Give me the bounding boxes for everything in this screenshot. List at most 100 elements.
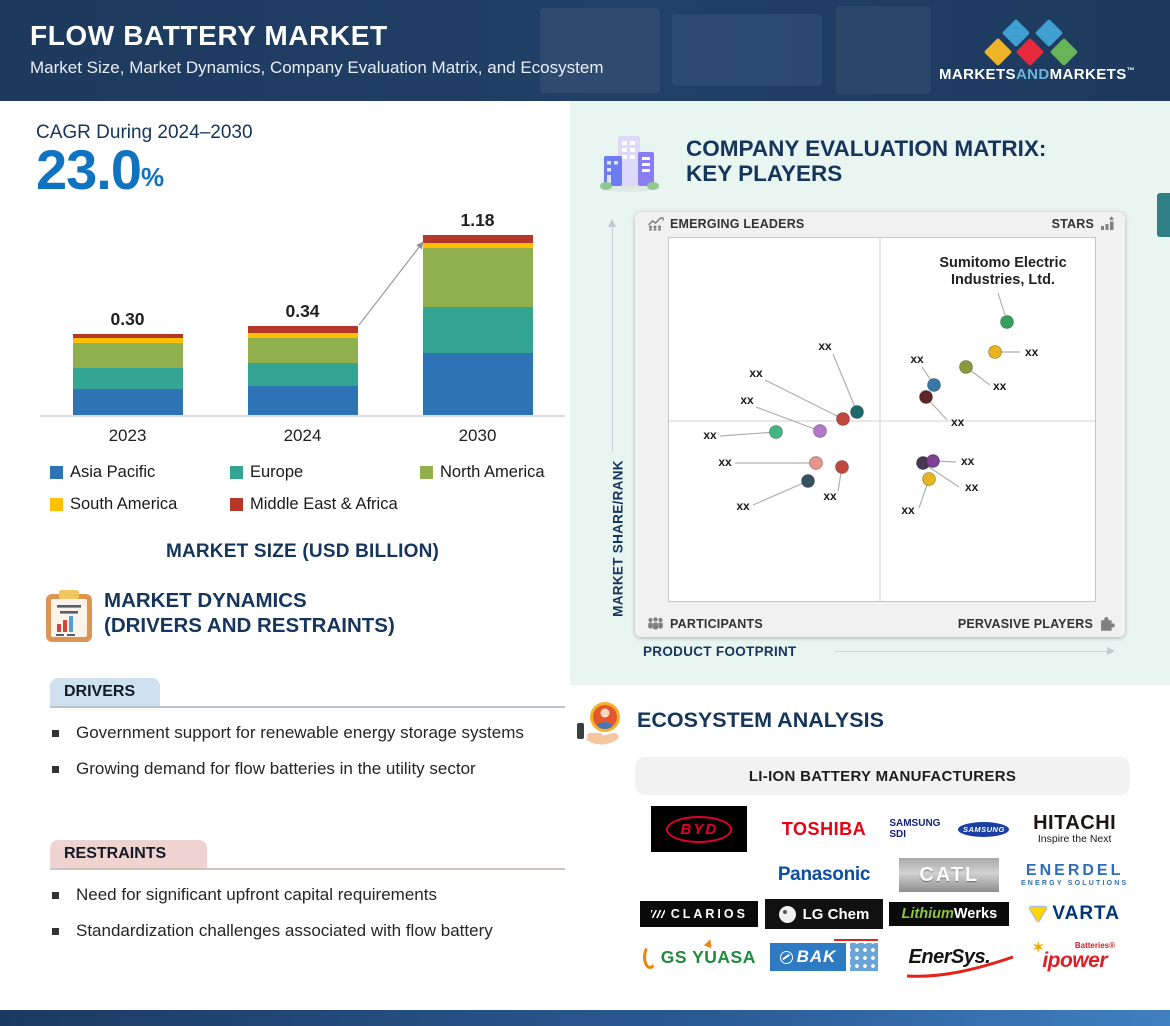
bak-dots-icon: [849, 943, 878, 971]
cagr-value-row: 23.0 %: [36, 142, 164, 198]
company-point: [988, 345, 1002, 359]
matrix-y-axis-label: MARKET SHARE/RANK: [610, 460, 626, 617]
header-decor-block: [672, 14, 822, 86]
logo-enersys: EnerSys.: [889, 934, 1014, 980]
company-point-label: xx: [961, 454, 975, 468]
logo-panasonic: Panasonic: [765, 856, 884, 894]
logo-clarios: CLARIOS: [640, 897, 759, 931]
point-leader-line: [719, 431, 777, 437]
catl-wordmark: CATL: [899, 858, 1000, 892]
legend-label: North America: [440, 463, 545, 481]
sumitomo-annotation-line2: Industries, Ltd.: [951, 272, 1055, 288]
matrix-top-quadrant-labels: EMERGING LEADERS STARS: [647, 216, 1115, 231]
header-decor-block: [836, 6, 931, 94]
panasonic-wordmark: Panasonic: [777, 864, 871, 885]
ipower-wordmark: ipower: [1042, 949, 1107, 972]
market-dynamics-title-line2: (DRIVERS AND RESTRAINTS): [104, 613, 395, 637]
logo-bak: BAK: [765, 934, 884, 980]
werks-wordmark: Werks: [953, 906, 998, 922]
legend-item-asia-pacific: Asia Pacific: [50, 463, 230, 482]
matrix-title-line1: COMPANY EVALUATION MATRIX:: [686, 136, 1047, 161]
growth-people-icon: [647, 216, 664, 231]
company-point: [835, 460, 849, 474]
cagr-unit: %: [141, 162, 165, 192]
enerdel-tagline: ENERGY SOLUTIONS: [1020, 879, 1129, 887]
brand-wordmark: MARKETSANDMARKETS™: [932, 66, 1142, 83]
bar-segment-2030-north-america: [422, 248, 533, 307]
puzzle-icon: [1101, 617, 1115, 631]
company-point-label: xx: [901, 503, 915, 517]
legend-label: South America: [70, 495, 178, 513]
restraint-item: Need for significant upfront capital req…: [50, 884, 558, 907]
company-point: [926, 454, 940, 468]
logo-catl: CATL: [889, 856, 1009, 894]
legend-swatch-icon: [50, 498, 63, 511]
gs-yuasa-wordmark: GS YUASA: [660, 946, 756, 967]
byd-wordmark: BYD: [666, 815, 733, 843]
legend-label: Middle East & Africa: [250, 495, 398, 513]
enersys-wordmark: EnerSys.: [908, 945, 991, 968]
quadrant-label: STARS: [1051, 216, 1094, 231]
bar-segment-2023-south-america: [72, 338, 183, 343]
legend-swatch-icon: [50, 466, 63, 479]
marketsandmarkets-logo: MARKETSANDMARKETS™: [932, 10, 1142, 92]
header-decor-block: [540, 8, 660, 93]
chart-title: MARKET SIZE (USD BILLION): [165, 541, 440, 562]
edge-tab: [1157, 193, 1170, 237]
bar-stack-2030: [422, 235, 533, 415]
logo-byd: BYD: [640, 805, 759, 853]
quadrant-participants: PARTICIPANTS: [647, 617, 763, 631]
company-point: [1000, 315, 1014, 329]
logo-empty-cell: [640, 856, 759, 894]
market-size-bar-chart: 0.30 0.34 1.18: [40, 208, 565, 417]
logo-samsung-sdi: SAMSUNG SDI SAMSUNG: [889, 805, 1010, 853]
bar-slot-2024: 0.34: [215, 208, 390, 415]
legend-item-europe: Europe: [230, 463, 420, 482]
company-point-label: xx: [736, 499, 750, 513]
logo-lg-chem: LG Chem: [764, 897, 884, 931]
ecosystem-section-title: ECOSYSTEM ANALYSIS: [637, 708, 884, 732]
bar-segment-2024-south-america: [247, 333, 358, 338]
samsung-sdi-wordmark: SAMSUNG SDI: [889, 818, 941, 840]
logo-hitachi: HITACHI Inspire the Next: [1015, 805, 1134, 853]
company-evaluation-matrix: EMERGING LEADERS STARS Sumitomo Electric…: [635, 212, 1125, 637]
market-dynamics-title: MARKET DYNAMICS (DRIVERS AND RESTRAINTS): [104, 589, 395, 638]
bar-segment-2023-europe: [72, 368, 183, 389]
bar-total-label: 0.30: [110, 309, 145, 329]
company-point: [836, 412, 850, 426]
legend-label: Europe: [250, 463, 304, 481]
company-point: [801, 474, 815, 488]
legend-item-middle-east-africa: Middle East & Africa: [230, 495, 420, 514]
lg-chem-wordmark: LG Chem: [802, 905, 870, 923]
company-point-label: xx: [740, 393, 754, 407]
point-leader-line: [752, 480, 809, 506]
point-leader-line: [922, 462, 960, 488]
chart-legend: Asia Pacific Europe North America South …: [50, 463, 555, 514]
logo-varta: VARTA: [1015, 897, 1134, 931]
bar-segment-2030-south-america: [422, 243, 533, 248]
y-axis-arrow-icon: [608, 219, 616, 227]
legend-swatch-icon: [230, 466, 243, 479]
logo-diamond-green-icon: [1049, 37, 1079, 67]
year-label: 2030: [458, 426, 497, 445]
quadrant-label: PERVASIVE PLAYERS: [957, 616, 1093, 631]
sumitomo-annotation-line1: Sumitomo Electric: [939, 255, 1066, 271]
hitachi-tagline: Inspire the Next: [1037, 832, 1112, 845]
bar-chart-x-axis: 2023 2024 2030: [40, 426, 565, 446]
matrix-scatter-plot: Sumitomo Electric Industries, Ltd. xx xx x…: [668, 237, 1096, 602]
bar-segment-2024-north-america: [247, 338, 358, 363]
company-point: [927, 378, 941, 392]
quadrant-emerging-leaders: EMERGING LEADERS: [647, 217, 804, 231]
bar-segment-2024-asia-pacific: [247, 386, 358, 415]
market-dynamics-title-line1: MARKET DYNAMICS: [104, 589, 307, 612]
brand-part2: MARKETS: [1049, 66, 1127, 83]
restraints-divider: [50, 868, 565, 870]
cagr-value: 23.0: [36, 138, 142, 201]
legend-swatch-icon: [420, 466, 433, 479]
company-point: [959, 360, 973, 374]
quadrant-label: EMERGING LEADERS: [670, 216, 805, 231]
varta-triangle-icon: [1029, 906, 1048, 922]
brand-part1: MARKETS: [938, 66, 1016, 83]
drivers-divider: [50, 706, 565, 708]
